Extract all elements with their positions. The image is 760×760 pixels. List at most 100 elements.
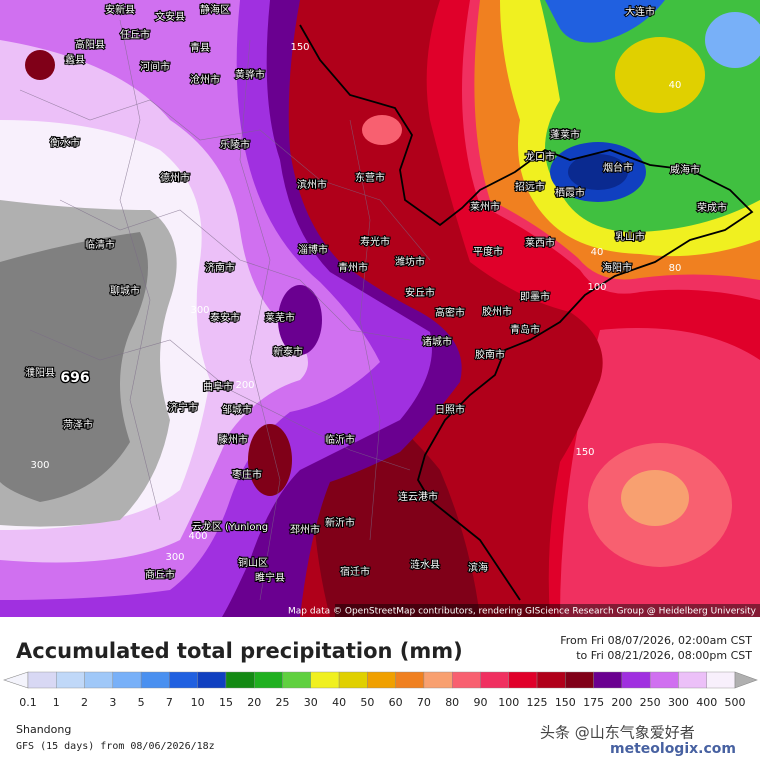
contour-label: 150 [290, 42, 309, 53]
colorbar-label: 5 [138, 696, 145, 709]
place-label: 日照市 [435, 403, 465, 416]
colorbar-box [56, 671, 85, 689]
place-label: 临沂市 [325, 433, 355, 446]
place-label: 德州市 [160, 171, 190, 184]
place-label: 铜山区 [238, 557, 268, 569]
colorbar-label: 30 [304, 696, 318, 709]
colorbar: 0.1 1 2 3 5 7 10 15 20 25 30 40 50 60 70 80 90 100 125 150 1… [3, 671, 758, 709]
place-label: 新泰市 [273, 345, 303, 358]
contour-label: 300 [190, 305, 209, 316]
colorbar-box [367, 671, 396, 689]
colorbar-box [649, 671, 679, 689]
place-label: 蓬莱市 [550, 128, 580, 141]
place-label: 诸城市 [422, 335, 452, 348]
place-label: 荣成市 [697, 201, 727, 214]
place-label: 任丘市 [120, 28, 150, 41]
contour-label: 100 [587, 282, 606, 293]
place-label: 莱芜市 [265, 311, 295, 324]
borders [19, 19, 431, 601]
place-label: 安丘市 [405, 286, 435, 299]
colorbar-label: 7 [166, 696, 173, 709]
colorbar-box [423, 671, 453, 689]
place-label: 寿光市 [360, 235, 390, 248]
legend: Accumulated total precipitation (mm) Fro… [3, 634, 758, 757]
place-label: 栖霞市 [555, 186, 585, 199]
logo: meteologix.com [610, 741, 736, 757]
model-run: GFS (15 days) from 08/06/2026/18z [16, 741, 215, 752]
colorbar-box [593, 671, 623, 689]
colorbar-box [536, 671, 566, 689]
colorbar-label: 500 [725, 696, 746, 709]
contour-label: 80 [669, 263, 682, 274]
place-label: 临清市 [85, 238, 115, 251]
place-label: 菏泽市 [63, 418, 93, 431]
colorbar-box [621, 671, 651, 689]
place-label: 潍坊市 [395, 255, 425, 268]
coastline [299, 24, 754, 601]
colorbar-label: 10 [191, 696, 205, 709]
place-label: 濮阳县 [25, 366, 55, 379]
place-label: 睢宁县 [255, 571, 285, 584]
colorbar-end-low [3, 671, 29, 689]
colorbar-box [395, 671, 425, 689]
place-label: 胶州市 [482, 305, 512, 318]
colorbar-label: 15 [219, 696, 233, 709]
colorbar-label: 100 [498, 696, 519, 709]
colorbar-box [197, 671, 227, 689]
colorbar-label: 175 [583, 696, 604, 709]
place-label: 海阳市 [602, 261, 632, 274]
precip-map: Map data © OpenStreetMap contributors, r… [0, 0, 760, 617]
place-label: 乐陵市 [220, 138, 250, 151]
colorbar-label: 90 [473, 696, 487, 709]
place-label: 静海区 [200, 3, 230, 16]
colorbar-label: 300 [668, 696, 689, 709]
place-label: 邳州市 [290, 523, 320, 536]
colorbar-box [282, 671, 311, 689]
colorbar-label: 150 [555, 696, 576, 709]
place-label: 青岛市 [510, 323, 540, 336]
place-label: 涟水县 [410, 558, 440, 571]
place-label: 胶南市 [475, 348, 505, 361]
region: Shandong [16, 723, 71, 736]
place-label: 即墨市 [520, 290, 550, 303]
colorbar-label: 50 [360, 696, 374, 709]
contour-label: 40 [591, 247, 604, 258]
place-label: 云龙区 (Yunlong [192, 520, 268, 533]
place-label: 新沂市 [325, 516, 355, 529]
place-label: 曲阜市 [203, 380, 233, 393]
colorbar-box [565, 671, 594, 689]
place-label: 滨州市 [297, 178, 327, 191]
colorbar-box [254, 671, 283, 689]
place-label: 大连市 [625, 5, 655, 18]
place-label: 乳山市 [615, 230, 645, 243]
place-label: 青州市 [338, 261, 368, 274]
colorbar-box [225, 671, 255, 689]
colorbar-box [310, 671, 340, 689]
place-label: 平度市 [473, 245, 503, 258]
place-label: 枣庄市 [232, 468, 262, 481]
colorbar-label: 2 [81, 696, 88, 709]
legend-title: Accumulated total precipitation (mm) [16, 639, 463, 663]
place-label: 龙口市 [525, 150, 555, 163]
map-attribution: Map data © OpenStreetMap contributors, r… [288, 607, 757, 617]
period-start: From Fri 08/07/2026, 02:00am CST [560, 634, 752, 647]
colorbar-label: 40 [332, 696, 346, 709]
map-background [0, 0, 760, 617]
colorbar-box [706, 671, 736, 689]
colorbar-box [508, 671, 538, 689]
place-label: 蠡县 [65, 53, 85, 66]
colorbar-label: 125 [527, 696, 548, 709]
colorbar-box [678, 671, 707, 689]
colorbar-label: 25 [276, 696, 290, 709]
place-label: 高密市 [435, 306, 465, 319]
colorbar-label: 80 [445, 696, 459, 709]
colorbar-box [112, 671, 142, 689]
colorbar-label: 70 [417, 696, 431, 709]
colorbar-label: 3 [109, 696, 116, 709]
colorbar-label: 250 [640, 696, 661, 709]
place-label: 莱州市 [470, 200, 500, 213]
place-label: 沧州市 [190, 73, 220, 86]
contour-label: 400 [188, 531, 207, 542]
place-label: 聊城市 [110, 284, 140, 297]
